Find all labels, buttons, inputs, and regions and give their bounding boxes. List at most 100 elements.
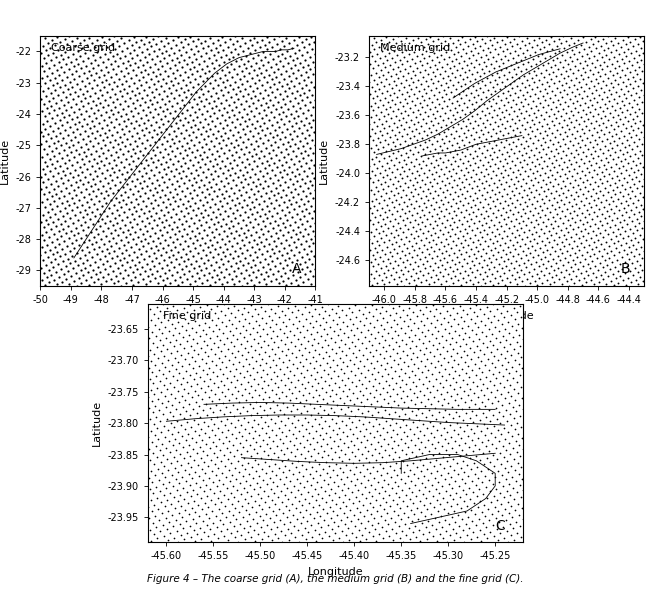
Point bbox=[197, 325, 208, 334]
Point bbox=[113, 198, 124, 207]
Point bbox=[317, 464, 328, 473]
Point bbox=[618, 46, 629, 56]
Point bbox=[467, 153, 478, 163]
Point bbox=[637, 108, 648, 118]
Point bbox=[414, 170, 425, 180]
Point bbox=[425, 104, 435, 114]
Point bbox=[495, 488, 505, 498]
Point bbox=[262, 259, 273, 269]
Point bbox=[636, 212, 647, 221]
Point bbox=[534, 117, 545, 126]
Point bbox=[494, 367, 505, 377]
Point bbox=[532, 124, 543, 134]
Point bbox=[126, 164, 137, 173]
Point bbox=[490, 473, 501, 482]
Point bbox=[403, 237, 414, 246]
Point bbox=[248, 514, 258, 523]
Point bbox=[577, 178, 588, 187]
Point bbox=[497, 119, 508, 129]
Point bbox=[283, 195, 294, 204]
Point bbox=[395, 353, 406, 362]
Point bbox=[498, 452, 509, 462]
Point bbox=[393, 522, 404, 531]
Point bbox=[540, 222, 551, 231]
Point bbox=[168, 492, 179, 502]
Point bbox=[160, 157, 171, 166]
Point bbox=[440, 222, 450, 232]
Point bbox=[287, 212, 297, 222]
Point bbox=[333, 302, 344, 311]
Point bbox=[533, 147, 544, 157]
Point bbox=[254, 511, 265, 521]
Point bbox=[285, 265, 296, 275]
Point bbox=[405, 424, 415, 434]
Point bbox=[150, 59, 160, 69]
Point bbox=[195, 117, 205, 126]
Point bbox=[178, 454, 189, 463]
Point bbox=[382, 55, 393, 65]
Point bbox=[423, 280, 434, 289]
Point bbox=[119, 129, 130, 139]
Point bbox=[370, 56, 380, 66]
Point bbox=[423, 123, 434, 133]
Point bbox=[204, 322, 215, 332]
Point bbox=[274, 474, 285, 484]
Point bbox=[129, 215, 140, 224]
Point bbox=[516, 312, 527, 322]
Point bbox=[430, 113, 441, 123]
Point bbox=[529, 47, 540, 57]
Point bbox=[156, 172, 167, 182]
Point bbox=[195, 195, 205, 204]
Point bbox=[262, 329, 272, 339]
Point bbox=[352, 474, 363, 483]
Point bbox=[205, 169, 216, 179]
Point bbox=[521, 232, 532, 241]
Point bbox=[517, 445, 528, 454]
Point bbox=[514, 230, 525, 240]
Point bbox=[466, 314, 476, 324]
Point bbox=[615, 157, 626, 166]
Point bbox=[294, 123, 305, 133]
Point bbox=[46, 68, 57, 77]
Point bbox=[624, 182, 635, 191]
Point bbox=[453, 203, 464, 213]
Point bbox=[103, 100, 113, 110]
Point bbox=[267, 507, 278, 516]
Point bbox=[60, 47, 70, 57]
Point bbox=[155, 193, 166, 202]
Point bbox=[448, 206, 459, 215]
Point bbox=[415, 467, 426, 476]
Point bbox=[626, 205, 637, 215]
Point bbox=[482, 241, 493, 251]
Point bbox=[620, 112, 631, 122]
Point bbox=[291, 119, 302, 128]
Point bbox=[490, 274, 501, 283]
Point bbox=[555, 100, 566, 109]
Point bbox=[273, 423, 284, 433]
Point bbox=[558, 104, 568, 113]
Point bbox=[364, 458, 374, 467]
Point bbox=[418, 420, 429, 429]
Point bbox=[305, 330, 316, 339]
Point bbox=[501, 93, 511, 103]
Point bbox=[172, 201, 183, 211]
Point bbox=[376, 46, 387, 56]
Point bbox=[447, 333, 458, 342]
Point bbox=[374, 210, 385, 219]
Point bbox=[632, 226, 643, 235]
Point bbox=[206, 426, 217, 435]
Point bbox=[80, 218, 91, 227]
Point bbox=[140, 266, 150, 276]
Point bbox=[433, 477, 444, 487]
Point bbox=[564, 197, 574, 206]
Point bbox=[181, 184, 192, 193]
Point bbox=[391, 123, 402, 132]
Point bbox=[348, 319, 359, 328]
Point bbox=[588, 123, 599, 133]
Point bbox=[474, 269, 485, 279]
Point bbox=[246, 300, 256, 310]
Point bbox=[210, 470, 221, 480]
Point bbox=[446, 432, 456, 441]
Point bbox=[405, 176, 415, 185]
Point bbox=[160, 190, 170, 199]
